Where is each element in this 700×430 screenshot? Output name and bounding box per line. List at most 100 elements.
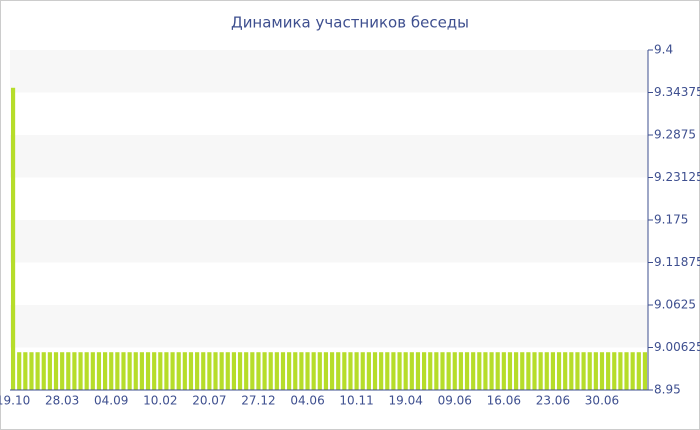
x-tick-label: 10.11 <box>339 394 373 408</box>
bar <box>618 352 623 390</box>
bar <box>471 352 476 390</box>
bar <box>176 352 181 390</box>
bar <box>520 352 525 390</box>
bar <box>262 352 267 390</box>
bar <box>66 352 71 390</box>
bar <box>109 352 114 390</box>
bar <box>96 352 102 390</box>
bar <box>612 352 617 390</box>
bar <box>201 352 206 390</box>
bar <box>170 352 175 390</box>
bar <box>29 352 34 390</box>
bar <box>422 352 427 390</box>
bar <box>606 352 611 390</box>
bar <box>23 352 28 390</box>
bar <box>90 352 95 390</box>
bar <box>446 352 451 390</box>
y-tick-label: 9.2875 <box>654 128 696 142</box>
bar <box>397 352 402 390</box>
bar <box>550 352 555 390</box>
bar <box>164 352 169 390</box>
y-tick-label: 9.11875 <box>654 255 700 269</box>
bar <box>323 352 329 390</box>
x-tick-label: 09.06 <box>438 394 472 408</box>
bar <box>642 352 648 390</box>
bar <box>317 352 322 390</box>
bar <box>428 352 433 390</box>
bar <box>225 352 230 390</box>
bar <box>452 352 457 390</box>
bar <box>336 352 341 390</box>
bar <box>489 352 494 390</box>
bar <box>403 352 408 390</box>
bar <box>538 352 543 390</box>
bar <box>379 352 384 390</box>
bar <box>329 352 335 390</box>
x-tick-label: 19.04 <box>389 394 423 408</box>
bar <box>268 352 273 390</box>
bar <box>182 352 187 390</box>
bar <box>115 352 120 390</box>
y-tick-label: 9.23125 <box>654 170 700 184</box>
bar <box>501 352 506 390</box>
grid-band <box>10 135 648 178</box>
bar <box>133 352 138 390</box>
y-tick-label: 9.34375 <box>654 85 700 99</box>
bar <box>581 352 586 390</box>
bar <box>287 352 292 390</box>
bar <box>458 352 463 390</box>
bar <box>348 352 353 390</box>
bar <box>587 352 592 390</box>
bar <box>127 352 132 390</box>
bar <box>305 352 310 390</box>
bar <box>624 352 629 390</box>
y-tick-label: 9.0625 <box>654 298 696 312</box>
bar <box>121 352 126 390</box>
y-tick-label: 8.95 <box>654 383 681 397</box>
y-tick-label: 9.00625 <box>654 340 700 354</box>
bar <box>250 352 255 390</box>
bar <box>311 352 316 390</box>
bar <box>84 352 89 390</box>
bar <box>415 352 421 390</box>
x-tick-label: 28.03 <box>45 394 79 408</box>
bar <box>103 352 108 390</box>
x-tick-label: 30.06 <box>585 394 619 408</box>
bar <box>219 352 224 390</box>
bar <box>372 352 378 390</box>
x-tick-label: 04.09 <box>94 394 128 408</box>
bar <box>636 352 641 390</box>
grid-band <box>10 305 648 348</box>
bar <box>569 352 574 390</box>
bar <box>593 352 598 390</box>
y-tick-label: 9.4 <box>654 43 673 57</box>
x-tick-label: 20.07 <box>192 394 226 408</box>
bar <box>514 352 519 390</box>
bar <box>495 352 500 390</box>
bar <box>434 352 439 390</box>
bar <box>360 352 365 390</box>
bar <box>483 352 488 390</box>
bar <box>60 352 65 390</box>
bar <box>354 352 359 390</box>
bar <box>532 352 537 390</box>
y-tick-label: 9.175 <box>654 213 688 227</box>
bar <box>556 352 562 390</box>
x-tick-label: 10.02 <box>143 394 177 408</box>
bar <box>237 352 243 390</box>
x-tick-label: 27.12 <box>241 394 275 408</box>
bar <box>630 352 635 390</box>
bar <box>53 352 59 390</box>
chart-title: Динамика участников беседы <box>231 14 469 32</box>
bar <box>256 352 261 390</box>
x-tick-label: 16.06 <box>487 394 521 408</box>
bar <box>477 352 482 390</box>
x-tick-label: 04.06 <box>290 394 324 408</box>
bar <box>188 352 194 390</box>
grid-band <box>10 220 648 263</box>
bar <box>207 352 212 390</box>
bar <box>440 352 445 390</box>
bar <box>139 352 144 390</box>
bar <box>41 352 46 390</box>
